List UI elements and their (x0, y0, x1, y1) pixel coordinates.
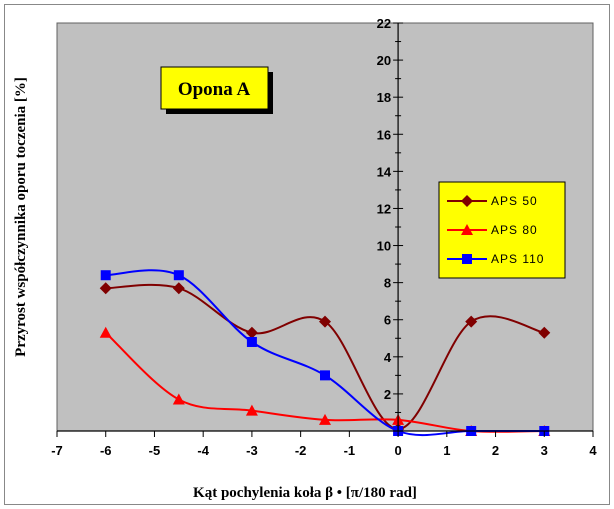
y-tick-label: 22 (377, 16, 391, 31)
data-point-triangle (319, 413, 331, 425)
y-tick-label: 4 (384, 350, 392, 365)
data-point-square (462, 254, 472, 264)
x-tick-label: 0 (394, 443, 401, 458)
legend-label: APS 110 (491, 252, 544, 266)
y-tick-label: 8 (384, 276, 391, 291)
data-point-triangle (245, 404, 258, 416)
x-tick-label: -1 (344, 443, 356, 458)
title-box (160, 66, 269, 110)
y-tick-label: 14 (377, 164, 392, 179)
data-point-diamond (172, 282, 185, 295)
chart-title-box: Opona A (160, 66, 273, 114)
x-tick-label: 2 (492, 443, 499, 458)
data-point-diamond (461, 195, 473, 207)
x-tick-label: -3 (246, 443, 258, 458)
data-point-square (100, 270, 111, 281)
data-point-triangle (99, 326, 112, 338)
data-point-diamond (245, 326, 258, 339)
x-tick-label: -2 (295, 443, 307, 458)
y-tick-label: 12 (377, 201, 391, 216)
y-tick-label: 2 (384, 387, 391, 402)
y-axis-title: Przyrost współczynnika oporu toczenia [%… (13, 77, 29, 357)
chart-frame: -7 -6 -5 -4 -3 -2 -1 0 1 2 3 4 2 4 6 8 10 12 14 16 18 20 22 AP… (4, 4, 610, 505)
data-point-square (246, 336, 257, 347)
y-tick-label: 18 (377, 90, 391, 105)
data-point-square (173, 270, 184, 281)
y-tick-label: 16 (377, 127, 391, 142)
x-tick-label: -5 (149, 443, 161, 458)
x-tick-label: 3 (541, 443, 548, 458)
data-point-diamond (319, 315, 331, 328)
legend-label: APS 80 (491, 223, 538, 237)
series-layer (99, 269, 551, 437)
x-tick-label: -6 (100, 443, 112, 458)
y-tick-label: 20 (377, 53, 391, 68)
data-point-diamond (99, 282, 112, 295)
data-point-diamond (538, 326, 551, 339)
chart-title: Opona A (178, 79, 251, 100)
x-tick-label: -4 (197, 443, 209, 458)
data-point-triangle (461, 224, 473, 235)
data-point-triangle (172, 393, 185, 405)
x-tick-label: -7 (51, 443, 63, 458)
x-tick-label: 4 (589, 443, 597, 458)
legend: APS 50 APS 80 APS 110 (438, 181, 566, 279)
x-axis-title: Kąt pochylenia koła β • [π/180 rad] (193, 485, 417, 501)
data-point-diamond (465, 315, 478, 328)
legend-label: APS 50 (491, 194, 538, 208)
data-point-square (320, 370, 330, 381)
y-tick-label: 6 (384, 313, 391, 328)
x-tick-label: 1 (443, 443, 450, 458)
y-tick-label: 10 (377, 239, 391, 254)
